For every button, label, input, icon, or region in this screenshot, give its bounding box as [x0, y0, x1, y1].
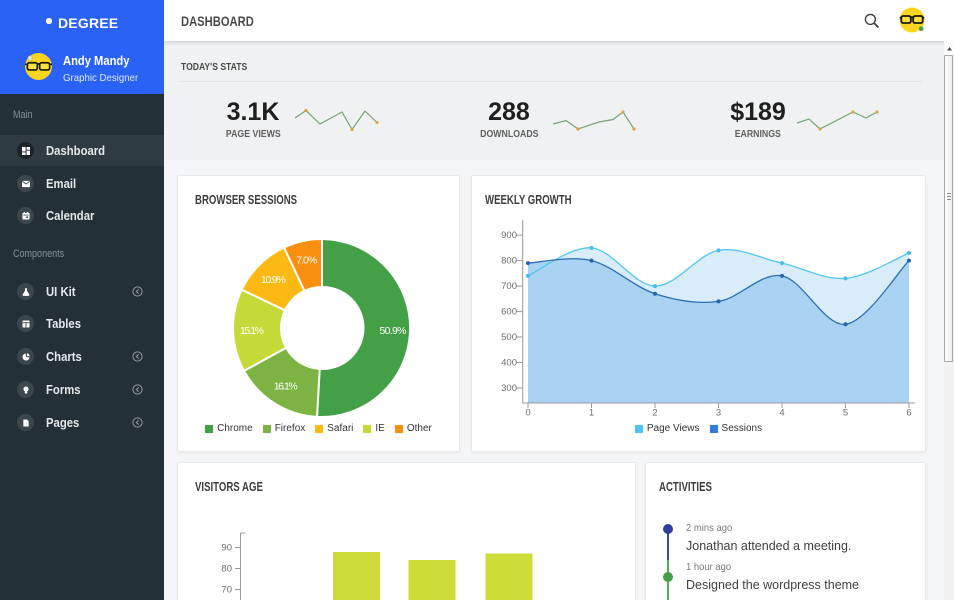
svg-text:3: 3	[716, 408, 721, 419]
svg-text:50.9%: 50.9%	[380, 325, 407, 337]
svg-text:500: 500	[501, 332, 517, 343]
svg-text:300: 300	[501, 383, 517, 394]
svg-text:2: 2	[652, 408, 657, 419]
svg-text:900: 900	[501, 230, 517, 241]
svg-text:15.1%: 15.1%	[240, 325, 264, 337]
svg-text:10.9%: 10.9%	[261, 274, 286, 286]
svg-text:16.1%: 16.1%	[274, 381, 298, 393]
svg-text:90: 90	[221, 543, 232, 554]
svg-text:6: 6	[906, 408, 911, 419]
svg-text:0: 0	[525, 408, 530, 419]
svg-text:700: 700	[501, 281, 517, 292]
svg-text:800: 800	[501, 256, 517, 267]
svg-text:5: 5	[843, 408, 848, 419]
svg-text:70: 70	[221, 585, 232, 596]
svg-text:600: 600	[501, 307, 517, 318]
svg-text:1: 1	[589, 408, 594, 419]
svg-text:80: 80	[221, 564, 232, 575]
svg-text:4: 4	[779, 408, 784, 419]
svg-text:400: 400	[501, 358, 517, 369]
svg-text:7.0%: 7.0%	[296, 255, 317, 267]
